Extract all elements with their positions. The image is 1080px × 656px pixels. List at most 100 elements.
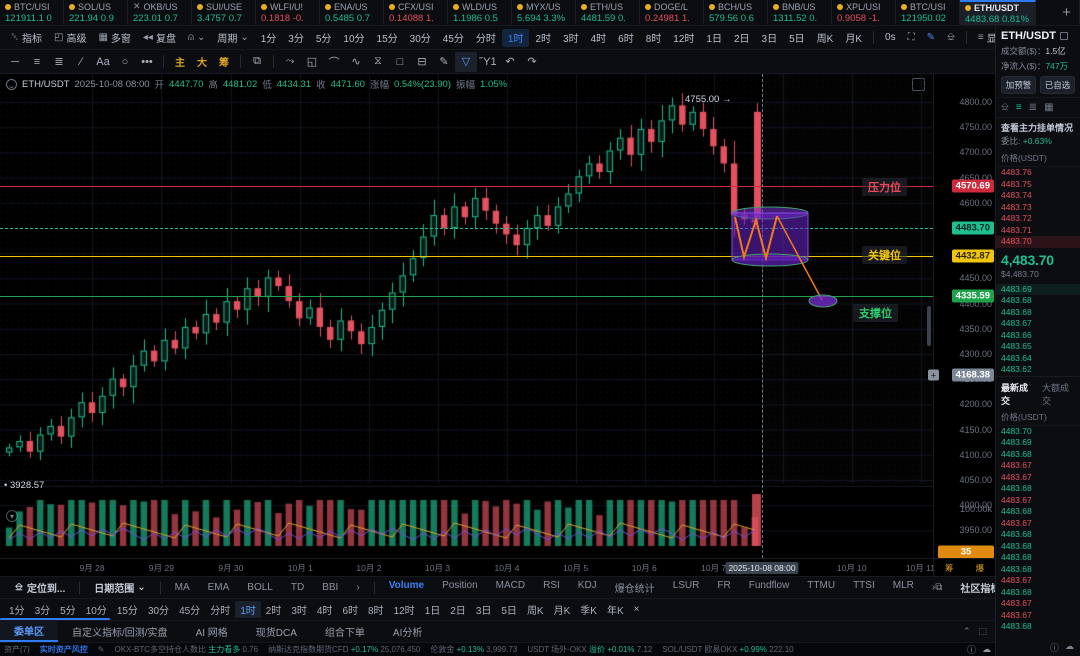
ticker-item-btcusi[interactable]: BTC/USI121950.02 bbox=[896, 0, 960, 25]
collapse-icon[interactable]: ⌃ bbox=[963, 626, 971, 637]
tab-latest-trades[interactable]: 最新成交 bbox=[1001, 381, 1034, 407]
periodbar-5分[interactable]: 5分 bbox=[55, 601, 81, 618]
alert-price-tag[interactable]: 4168.38 bbox=[952, 369, 994, 382]
ticker-item-ethusdt[interactable]: ETH/USDT4483.68 0.81% bbox=[960, 0, 1036, 25]
tab-AI 网格[interactable]: AI 网格 bbox=[182, 621, 242, 642]
subindicator-kdj[interactable]: KDJ bbox=[569, 580, 606, 595]
time-axis[interactable]: 9月 289月 299月 3010月 110月 210月 310月 410月 5… bbox=[0, 558, 933, 576]
support-price-tag[interactable]: 4335.59 bbox=[952, 290, 994, 303]
open-external-button[interactable]: ›⧉ bbox=[923, 582, 951, 593]
periodbar-3日[interactable]: 3日 bbox=[471, 601, 497, 618]
period-5日[interactable]: 5日 bbox=[783, 29, 811, 47]
periodbar-1分[interactable]: 1分 bbox=[4, 601, 30, 618]
ticker-item-enaus[interactable]: ENA/US0.5485 0.7 bbox=[320, 0, 384, 25]
periodbar-12时[interactable]: 12时 bbox=[389, 601, 420, 618]
vertical-scrollbar[interactable] bbox=[927, 306, 931, 346]
indicator-bbi[interactable]: BBI bbox=[313, 582, 347, 593]
periodbar-季K[interactable]: 季K bbox=[575, 601, 602, 618]
help-icon[interactable]: ⓘ bbox=[967, 643, 976, 656]
periodbar-10分[interactable]: 10分 bbox=[81, 601, 112, 618]
period-2日[interactable]: 2日 bbox=[728, 29, 756, 47]
rect-icon[interactable]: ◱ bbox=[301, 52, 323, 72]
bid-row[interactable]: 4483.67 bbox=[996, 318, 1080, 330]
bid-row[interactable]: 4483.62 bbox=[996, 364, 1080, 376]
multiwindow-button[interactable]: ▦ 多窗 bbox=[92, 29, 136, 47]
subindicator-ttsi[interactable]: TTSI bbox=[844, 580, 884, 595]
wave-icon[interactable]: ∿ bbox=[345, 52, 367, 72]
periodbar-月K[interactable]: 月K bbox=[549, 601, 576, 618]
locate-button[interactable]: ⎒ 定位到... bbox=[6, 580, 74, 595]
filter-icon[interactable]: ▽ bbox=[455, 52, 477, 72]
price-plot[interactable]: 压力位 关键位 支撑位 4755.00 → • 3928.57 bbox=[0, 74, 933, 558]
bid-row[interactable]: 4483.69 bbox=[996, 284, 1080, 296]
subindicator-rsi[interactable]: RSI bbox=[534, 580, 569, 595]
ask-list[interactable]: 4483.764483.754483.744483.734483.724483.… bbox=[996, 167, 1080, 248]
more-indicators-button[interactable]: › bbox=[347, 582, 368, 593]
ticker-item-cfxusi[interactable]: CFX/USI0.14088 1. bbox=[384, 0, 448, 25]
periodbar-5日[interactable]: 5日 bbox=[496, 601, 522, 618]
merge-icon[interactable]: ⎒ bbox=[1001, 102, 1009, 113]
periodbar-年K[interactable]: 年K bbox=[602, 601, 629, 618]
bid-list[interactable]: 4483.694483.684483.684483.674483.664483.… bbox=[996, 284, 1080, 376]
main-force-icon[interactable]: 主 bbox=[169, 52, 191, 72]
period-3日[interactable]: 3日 bbox=[756, 29, 784, 47]
period-1时[interactable]: 1时 bbox=[502, 29, 530, 47]
fib-icon[interactable]: ⤳ bbox=[279, 52, 301, 72]
period-3分[interactable]: 3分 bbox=[282, 29, 310, 47]
ticker-item-bnbus[interactable]: BNB/US1311.52 0. bbox=[768, 0, 832, 25]
indicator-td[interactable]: TD bbox=[282, 582, 313, 593]
advanced-button[interactable]: ◰ 高级 bbox=[48, 29, 92, 47]
date-range-button[interactable]: 日期范围 ⌄ bbox=[85, 580, 154, 595]
chart-type-button[interactable]: ⍝ ⌄ bbox=[182, 29, 211, 47]
ticker-item-wlfiu[interactable]: WLFI/U!0.1818 -0. bbox=[256, 0, 320, 25]
screenshot-button[interactable]: ⛶ bbox=[902, 29, 921, 47]
annotation-resistance[interactable]: 压力位 bbox=[862, 178, 907, 196]
display-button[interactable]: ≡ 显示 bbox=[972, 29, 995, 47]
periodbar-3分[interactable]: 3分 bbox=[30, 601, 56, 618]
periodbar-1时[interactable]: 1时 bbox=[235, 601, 261, 618]
annotation-support[interactable]: 支撑位 bbox=[853, 304, 898, 322]
indicator-ma[interactable]: MA bbox=[166, 582, 199, 593]
add-alert-button[interactable]: + bbox=[928, 370, 939, 381]
periodbar-8时[interactable]: 8时 bbox=[363, 601, 389, 618]
risk-control-link[interactable]: 实时资产风控 bbox=[40, 644, 88, 655]
bid-row[interactable]: 4483.68 bbox=[996, 307, 1080, 319]
indicators-button[interactable]: ␡ 指标 bbox=[5, 29, 48, 47]
ticker-item-dogel[interactable]: DOGE/L0.24981 1. bbox=[640, 0, 704, 25]
period-4时[interactable]: 4时 bbox=[585, 29, 613, 47]
overlay-indicator-list[interactable]: MAEMABOLLTDBBI bbox=[166, 582, 348, 593]
drawing-overlay[interactable] bbox=[0, 74, 933, 554]
visibility-icon[interactable] bbox=[6, 79, 17, 90]
community-indicator-button[interactable]: 社区指标 bbox=[951, 580, 995, 595]
big-order-icon[interactable]: 大 bbox=[191, 52, 213, 72]
pitchfork-icon[interactable]: ⧖ bbox=[367, 52, 389, 72]
resistance-price-tag[interactable]: 4570.69 bbox=[952, 180, 994, 193]
periodbar-6时[interactable]: 6时 bbox=[337, 601, 363, 618]
ask-row[interactable]: 4483.74 bbox=[996, 190, 1080, 202]
key-level-price-tag[interactable]: 4432.87 bbox=[952, 250, 994, 263]
trash-icon[interactable]: Ὕ1 bbox=[477, 52, 499, 72]
period-menu-button[interactable]: 周期 ⌄ bbox=[211, 29, 254, 47]
period-8时[interactable]: 8时 bbox=[640, 29, 668, 47]
period-5分[interactable]: 5分 bbox=[310, 29, 338, 47]
period-1日[interactable]: 1日 bbox=[700, 29, 728, 47]
period-15分[interactable]: 15分 bbox=[371, 29, 404, 47]
period-月K[interactable]: 月K bbox=[839, 29, 868, 47]
tab-自定义指标/回测/实盘[interactable]: 自定义指标/回测/实盘 bbox=[58, 621, 182, 642]
bid-row[interactable]: 4483.66 bbox=[996, 330, 1080, 342]
subindicator-mlr[interactable]: MLR bbox=[884, 580, 923, 595]
last-price-tag[interactable]: 4483.70 bbox=[952, 222, 994, 235]
periodbar-4时[interactable]: 4时 bbox=[312, 601, 338, 618]
undo-icon[interactable]: ↶ bbox=[499, 52, 521, 72]
horizontal-scrollbar[interactable] bbox=[0, 618, 110, 620]
periodbar-2日[interactable]: 2日 bbox=[445, 601, 471, 618]
trend-line-icon[interactable]: ∕ bbox=[70, 52, 92, 72]
bid-row[interactable]: 4483.64 bbox=[996, 353, 1080, 365]
period-2时[interactable]: 2时 bbox=[529, 29, 557, 47]
tab-现货DCA[interactable]: 现货DCA bbox=[242, 621, 311, 642]
ask-row[interactable]: 4483.76 bbox=[996, 167, 1080, 179]
period-12时[interactable]: 12时 bbox=[667, 29, 700, 47]
depth-icon[interactable]: ≡ bbox=[1016, 102, 1022, 113]
measure-icon[interactable]: ⊟ bbox=[411, 52, 433, 72]
periodbar-15分[interactable]: 15分 bbox=[112, 601, 143, 618]
